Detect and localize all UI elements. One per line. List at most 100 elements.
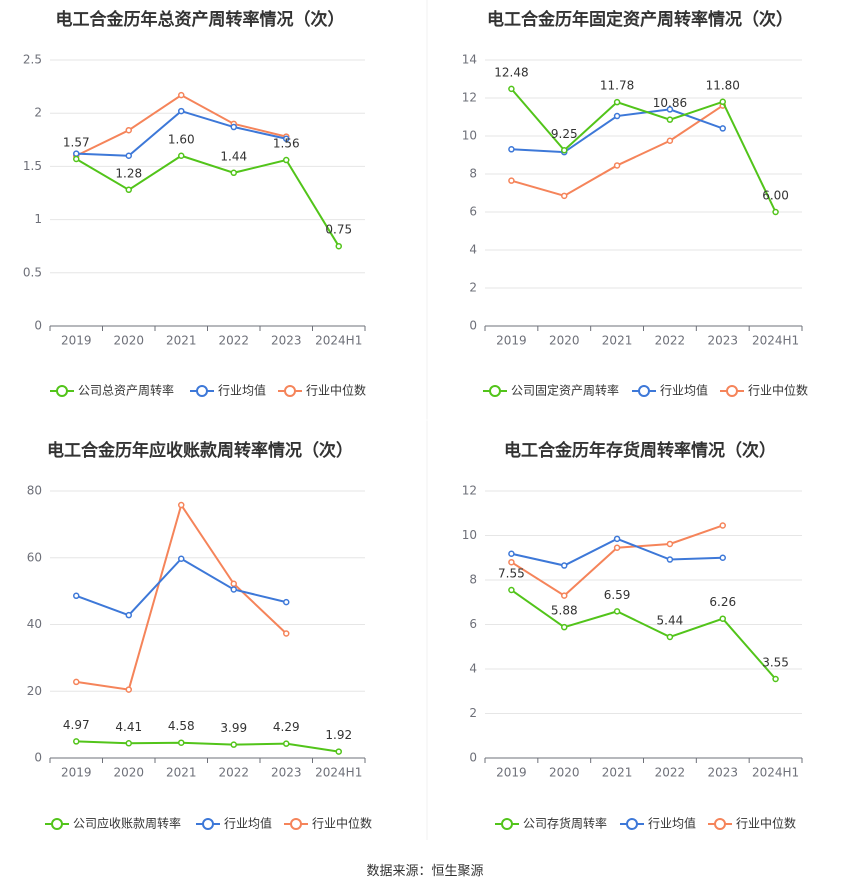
data-label: 4.97 — [63, 718, 90, 732]
legend-item-company[interactable]: 公司总资产周转率 — [50, 383, 174, 398]
data-label: 5.44 — [657, 613, 684, 627]
data-label: 6.00 — [762, 189, 789, 203]
data-point — [772, 675, 779, 683]
data-point — [666, 556, 674, 563]
y-tick-label: 10 — [462, 528, 477, 542]
legend-label: 公司存货周转率 — [523, 816, 607, 831]
x-tick-label: 2021 — [602, 766, 633, 780]
legend-item-industry-median[interactable]: 行业中位数 — [720, 383, 808, 398]
series-line-company — [76, 740, 339, 753]
data-point — [283, 598, 290, 606]
data-label: 5.88 — [551, 604, 578, 618]
y-tick-label: 2 — [469, 706, 477, 720]
data-label: 1.56 — [273, 137, 300, 151]
x-tick-label: 2020 — [113, 766, 144, 780]
legend-item-company[interactable]: 公司存货周转率 — [495, 816, 607, 831]
data-label: 7.55 — [498, 567, 525, 581]
data-point — [230, 580, 237, 588]
y-tick-label: 2 — [34, 106, 42, 120]
chart-title: 电工合金历年存货周转率情况（次） — [504, 440, 776, 461]
x-tick-label: 2019 — [496, 766, 527, 780]
data-point — [73, 150, 80, 157]
legend-marker-icon — [51, 818, 63, 830]
data-point — [508, 558, 515, 566]
legend-item-industry-median[interactable]: 行业中位数 — [708, 816, 796, 831]
data-point — [230, 586, 237, 593]
x-tick-label: 2023 — [271, 766, 302, 780]
data-point — [178, 107, 185, 115]
data-point — [666, 106, 674, 113]
y-tick-label: 8 — [469, 167, 477, 181]
legend-label: 行业中位数 — [306, 383, 366, 398]
x-tick-label: 2020 — [113, 334, 144, 348]
series-line-industry-avg — [511, 537, 723, 567]
x-tick-label: 2023 — [707, 766, 738, 780]
data-point — [719, 125, 726, 132]
x-tick-label: 2022 — [655, 334, 686, 348]
legend-marker-icon — [638, 385, 650, 397]
x-tick-label: 2024H1 — [752, 766, 799, 780]
data-point — [230, 741, 237, 748]
y-tick-label: 10 — [462, 129, 477, 143]
legend-label: 公司总资产周转率 — [78, 383, 174, 398]
legend-item-industry-median[interactable]: 行业中位数 — [278, 383, 366, 398]
data-label: 4.58 — [168, 719, 195, 733]
data-point — [283, 135, 290, 142]
y-tick-label: 0 — [34, 751, 42, 765]
legend-label: 行业均值 — [224, 816, 272, 831]
data-point — [335, 242, 342, 250]
legend-marker-icon — [726, 385, 738, 397]
data-point — [561, 147, 568, 154]
data-label: 6.26 — [709, 595, 736, 609]
data-label: 9.25 — [551, 127, 578, 141]
data-point — [666, 540, 674, 548]
y-tick-label: 1.5 — [23, 159, 42, 173]
data-label: 10.86 — [653, 96, 687, 110]
x-tick-label: 2021 — [166, 766, 197, 780]
legend-item-industry-avg[interactable]: 行业均值 — [632, 383, 708, 398]
legend-item-industry-median[interactable]: 行业中位数 — [284, 816, 372, 831]
y-tick-label: 0 — [469, 751, 477, 765]
legend-label: 公司应收账款周转率 — [73, 816, 181, 831]
chart-panel-4: 电工合金历年存货周转率情况（次） 0 2 4 6 8 10 12 2019 2020 2021 202… — [462, 440, 803, 831]
data-point — [772, 208, 779, 216]
legend-item-industry-avg[interactable]: 行业均值 — [190, 383, 266, 398]
legend-marker-icon — [290, 818, 302, 830]
data-point — [561, 592, 568, 599]
x-tick-label: 2021 — [166, 334, 197, 348]
data-label: 1.57 — [63, 135, 90, 149]
x-tick-label: 2021 — [602, 334, 633, 348]
y-tick-label: 0 — [34, 319, 42, 333]
x-tick-label: 2019 — [61, 766, 92, 780]
data-label: 1.28 — [115, 166, 142, 180]
legend-item-industry-avg[interactable]: 行业均值 — [196, 816, 272, 831]
data-point — [613, 544, 621, 551]
series-line-company — [510, 589, 777, 680]
data-point — [719, 554, 726, 561]
legend-marker-icon — [284, 385, 296, 397]
legend-item-company[interactable]: 公司应收账款周转率 — [45, 816, 181, 831]
y-tick-label: 8 — [469, 573, 477, 587]
series-line-industry-median — [76, 502, 287, 691]
data-point — [666, 137, 674, 144]
data-point — [178, 152, 185, 160]
data-label: 1.92 — [325, 728, 352, 742]
data-point — [283, 630, 290, 637]
series-line-industry-median — [75, 93, 287, 157]
y-tick-label: 80 — [27, 484, 42, 498]
legend-item-company[interactable]: 公司固定资产周转率 — [483, 383, 619, 398]
data-point — [508, 146, 515, 153]
chart-title: 电工合金历年总资产周转率情况（次） — [56, 9, 345, 30]
legend-label: 行业均值 — [648, 816, 696, 831]
y-tick-label: 4 — [469, 662, 477, 676]
x-tick-label: 2020 — [549, 766, 580, 780]
legend-marker-icon — [626, 818, 638, 830]
legend-label: 行业均值 — [218, 383, 266, 398]
legend-item-industry-avg[interactable]: 行业均值 — [620, 816, 696, 831]
x-tick-label: 2023 — [271, 334, 302, 348]
data-label: 3.99 — [220, 721, 247, 735]
data-point — [613, 112, 621, 120]
data-label: 11.78 — [600, 79, 634, 93]
data-point — [178, 91, 185, 99]
